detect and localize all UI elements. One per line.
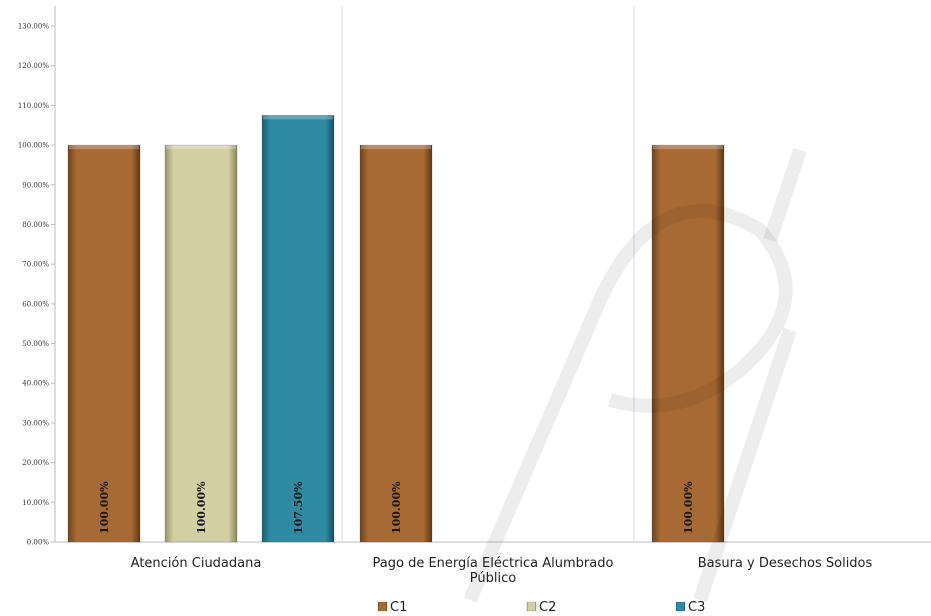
y-tick-label: 70.00% <box>22 261 49 269</box>
chart-data-labels: 100.00% 100.00% 107.50% 100.00% 100.00% <box>98 481 695 534</box>
y-tick-label: 60.00% <box>22 300 49 308</box>
legend-swatch-c2 <box>526 601 537 612</box>
y-tick-label: 110.00% <box>18 102 49 110</box>
category-labels: Atención Ciudadana Pago de Energía Eléctr… <box>131 556 873 586</box>
y-tick-label: 20.00% <box>22 459 49 467</box>
category-label-1: Atención Ciudadana <box>131 556 262 571</box>
bar-bevel <box>166 145 236 150</box>
chart-bars <box>67 115 725 543</box>
data-label-c2-cat-1: 100.00% <box>195 481 208 534</box>
y-tick-label: 50.00% <box>22 340 49 348</box>
category-label-3: Basura y Desechos Solidos <box>698 556 873 571</box>
chart-legend: C1 C2 C3 <box>377 600 705 615</box>
bar-bevel <box>361 145 431 150</box>
category-label-2: Pago de Energía Eléctrica Alumbrado <box>373 556 614 571</box>
data-label-c1-cat-1: 100.00% <box>98 481 111 534</box>
bar-c1-cat-3 <box>651 144 725 543</box>
legend-swatch-c3 <box>675 601 686 612</box>
data-label-c1-cat-2: 100.00% <box>390 481 403 534</box>
y-tick-label: 90.00% <box>22 181 49 189</box>
bar-c3-cat-1 <box>261 115 335 543</box>
y-tick-label: 100.00% <box>18 142 49 150</box>
y-tick-label: 130.00% <box>18 23 49 31</box>
category-separators <box>341 6 635 542</box>
data-label-c3-cat-1: 107.50% <box>292 481 305 534</box>
y-tick-label: 10.00% <box>22 499 49 507</box>
bar-c1-cat-2 <box>359 144 433 543</box>
bar-c1-cat-1 <box>67 144 141 543</box>
watermark <box>463 147 807 603</box>
chart-axes: 0.00% 10.00% 20.00% 30.00% 40.00% 50.00% 60.00… <box>18 6 931 547</box>
bar-bevel <box>653 145 723 150</box>
bar-bevel <box>69 145 139 150</box>
bar-c2-cat-1 <box>164 144 238 543</box>
category-label-2: Público <box>470 571 516 586</box>
y-tick-label: 40.00% <box>22 380 49 388</box>
y-tick-label: 80.00% <box>22 221 49 229</box>
legend-label-c2: C2 <box>539 600 556 615</box>
data-label-c1-cat-3: 100.00% <box>682 481 695 534</box>
y-tick-label: 120.00% <box>18 62 49 70</box>
y-tick-label: 0.00% <box>27 539 50 547</box>
y-tick-label: 30.00% <box>22 419 49 427</box>
bar-bevel <box>263 115 333 120</box>
legend-swatch-c1 <box>377 601 388 612</box>
legend-label-c3: C3 <box>688 600 705 615</box>
legend-label-c1: C1 <box>390 600 407 615</box>
